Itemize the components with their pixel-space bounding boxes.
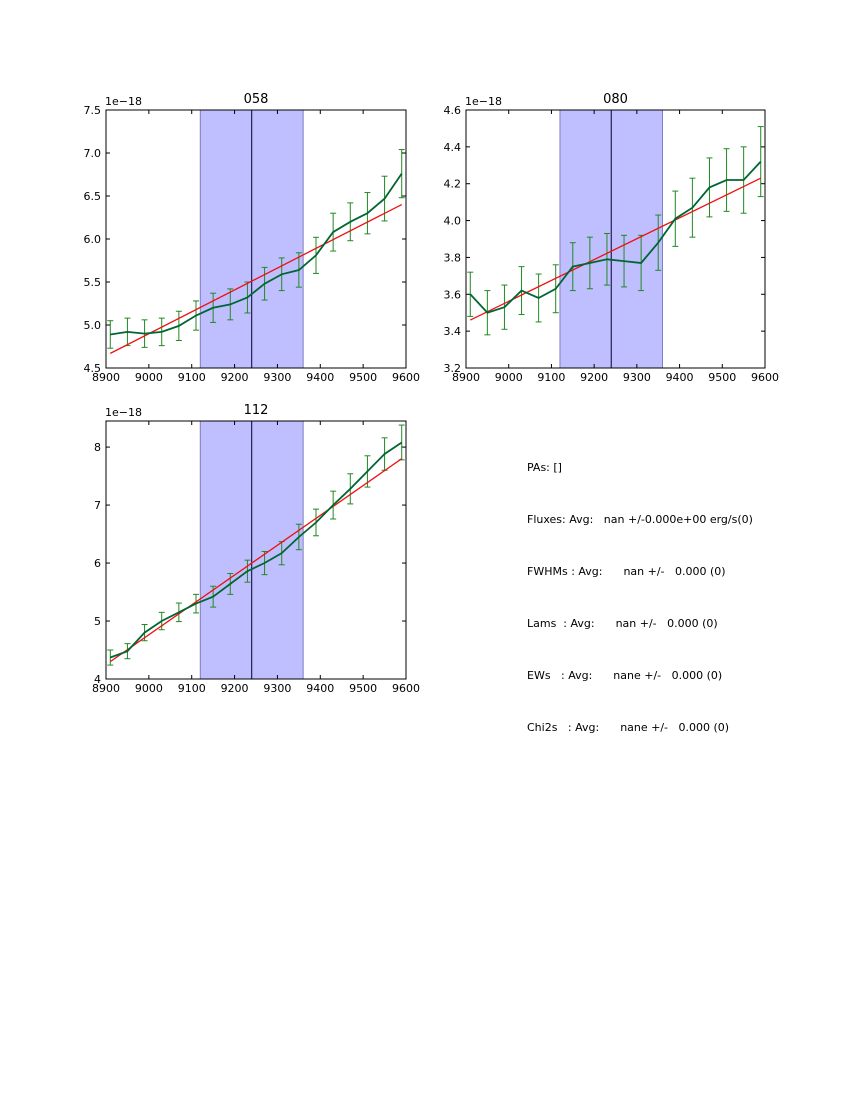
y-tick-label: 7.5 xyxy=(84,104,102,117)
error-bar xyxy=(398,424,405,461)
y-tick-label: 6.5 xyxy=(84,190,102,203)
data-series-line xyxy=(110,173,403,336)
y-tick-label: 4 xyxy=(94,673,101,686)
fit-line xyxy=(109,458,403,663)
error-bar xyxy=(107,320,114,349)
x-tick-label: 9000 xyxy=(135,682,163,695)
x-tick-label: 9100 xyxy=(537,371,565,384)
x-tick-label: 8900 xyxy=(452,371,480,384)
x-tick-label: 9300 xyxy=(263,371,291,384)
summary-lams: Lams : Avg: nan +/- 0.000 (0) xyxy=(527,617,718,630)
panel-058: 8900 9000 9100 9200 9300 9400 9500 9600 4.5 5.0 5.… xyxy=(84,92,421,384)
y-scale-offset: 1e−18 xyxy=(105,406,142,419)
x-tick-label: 8900 xyxy=(92,371,120,384)
x-tick-label: 9500 xyxy=(349,371,377,384)
plot-area xyxy=(107,421,405,679)
summary-chi2s: Chi2s : Avg: nane +/- 0.000 (0) xyxy=(527,721,730,734)
x-tick-label: 9600 xyxy=(751,371,779,384)
x-tick-label: 9600 xyxy=(392,371,420,384)
summary-ews: EWs : Avg: nane +/- 0.000 (0) xyxy=(527,669,723,682)
x-tick-label: 9200 xyxy=(221,371,249,384)
x-tick-label: 9000 xyxy=(135,371,163,384)
y-tick-label: 7 xyxy=(94,499,101,512)
y-tick-label: 7.0 xyxy=(84,147,102,160)
summary-fluxes: Fluxes: Avg: nan +/-0.000e+00 erg/s(0) xyxy=(527,513,753,526)
x-tick-label: 8900 xyxy=(92,682,120,695)
x-tick-label: 9100 xyxy=(178,682,206,695)
y-scale-offset: 1e−18 xyxy=(105,95,142,108)
summary-fwhms: FWHMs : Avg: nan +/- 0.000 (0) xyxy=(527,565,726,578)
x-tick-label: 9500 xyxy=(708,371,736,384)
panel-title: 080 xyxy=(603,92,628,107)
axes-frame xyxy=(465,109,766,369)
x-tick-label: 9600 xyxy=(392,682,420,695)
x-tick-label: 9000 xyxy=(495,371,523,384)
y-tick-label: 3.2 xyxy=(444,362,462,375)
x-tick-label: 9500 xyxy=(349,682,377,695)
error-bar xyxy=(107,649,114,666)
fit-summary: PAs: [] Fluxes: Avg: nan +/-0.000e+00 er… xyxy=(527,435,753,760)
panel-title: 058 xyxy=(244,92,269,107)
error-bar xyxy=(467,271,474,317)
y-scale-offset: 1e−18 xyxy=(465,95,502,108)
y-tick-label: 6 xyxy=(94,557,101,570)
axes-frame xyxy=(105,420,407,680)
fit-line xyxy=(469,177,762,321)
x-tick-label: 9300 xyxy=(623,371,651,384)
x-tick-label: 9200 xyxy=(221,682,249,695)
plot-area xyxy=(107,110,405,368)
x-tick-label: 9400 xyxy=(306,371,334,384)
y-tick-label: 8 xyxy=(94,441,101,454)
y-tick-label: 4.6 xyxy=(444,104,462,117)
y-tick-label: 5.0 xyxy=(84,319,102,332)
y-tick-label: 4.2 xyxy=(444,178,462,191)
y-tick-label: 4.5 xyxy=(84,362,102,375)
y-tick-label: 3.6 xyxy=(444,288,462,301)
fit-line xyxy=(109,204,403,354)
summary-pas: PAs: [] xyxy=(527,461,562,474)
x-tick-label: 9400 xyxy=(666,371,694,384)
y-tick-label: 3.8 xyxy=(444,251,462,264)
y-tick-label: 5 xyxy=(94,615,101,628)
error-bar xyxy=(757,126,764,198)
panel-112: 8900 9000 9100 9200 9300 9400 9500 9600 4 5 6 7 8 1e−… xyxy=(92,403,420,695)
x-tick-label: 9400 xyxy=(306,682,334,695)
data-series-line xyxy=(109,441,403,659)
y-tick-label: 4.4 xyxy=(444,141,462,154)
data-series-line xyxy=(469,160,762,314)
y-tick-label: 5.5 xyxy=(84,276,102,289)
x-tick-label: 9100 xyxy=(178,371,206,384)
y-tick-label: 6.0 xyxy=(84,233,102,246)
y-tick-label: 3.4 xyxy=(444,325,462,338)
y-tick-label: 4.0 xyxy=(444,215,462,228)
plot-area xyxy=(467,110,764,368)
x-tick-label: 9200 xyxy=(580,371,608,384)
panel-title: 112 xyxy=(244,403,269,418)
x-tick-label: 9300 xyxy=(263,682,291,695)
panel-080: 8900 9000 9100 9200 9300 9400 9500 9600 3.2 3.4 3.… xyxy=(444,92,780,384)
